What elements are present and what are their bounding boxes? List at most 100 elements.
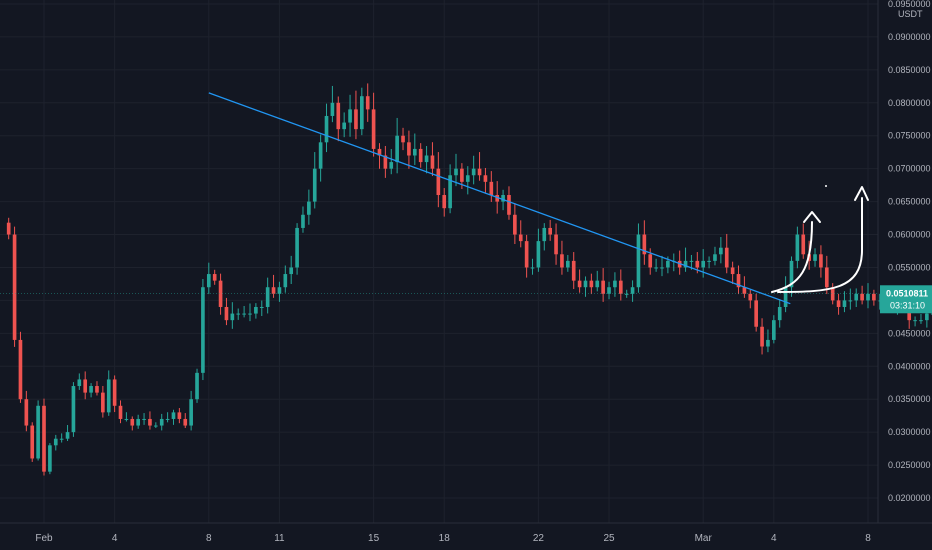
candle-body	[6, 222, 11, 235]
candle-body	[930, 313, 932, 315]
last-price-value: 0.0510811	[886, 288, 928, 298]
candle-body	[195, 372, 199, 400]
candle-body	[324, 115, 329, 143]
candle-body	[913, 320, 917, 322]
candle-body	[289, 267, 294, 275]
candle-body	[701, 260, 706, 268]
time-tick-label: 25	[603, 533, 615, 544]
candle-body	[265, 287, 270, 307]
candle-body	[360, 96, 364, 130]
candle-body	[277, 287, 282, 294]
candle-body	[618, 280, 623, 294]
candle-body	[842, 300, 847, 307]
candle-body	[613, 280, 617, 288]
price-tick-label: 0.0800000	[888, 98, 931, 108]
candle-body	[130, 418, 135, 426]
price-tick-label: 0.0450000	[888, 328, 931, 338]
candle-body	[424, 155, 429, 163]
candle-body	[165, 418, 170, 420]
candle-body	[636, 234, 641, 288]
candle-body	[471, 168, 476, 176]
candle-body	[242, 313, 246, 315]
candle-body	[819, 254, 823, 268]
candle-body	[342, 122, 346, 130]
candle-body	[577, 280, 582, 288]
candle-body	[689, 260, 694, 262]
candle-body	[530, 267, 535, 269]
candle-body	[866, 293, 870, 301]
candle-body	[248, 313, 252, 315]
candle-body	[106, 379, 111, 413]
candle-body	[648, 254, 653, 268]
candle-body	[430, 155, 435, 169]
candle-body	[271, 287, 276, 294]
candle-body	[189, 399, 193, 426]
candle-body	[624, 293, 629, 295]
candle-body	[925, 313, 929, 321]
candle-body	[595, 280, 600, 288]
candle-body	[59, 438, 64, 440]
candle-body	[354, 109, 358, 130]
candle-body	[383, 155, 388, 169]
candle-body	[218, 280, 223, 307]
countdown-timer: 03:31:10	[890, 300, 925, 310]
candle-body	[742, 287, 747, 294]
candle-body	[101, 392, 105, 413]
candle-body	[477, 168, 482, 176]
candle-body	[65, 432, 70, 439]
candle-body	[495, 195, 500, 202]
candle-body	[548, 227, 552, 235]
candle-body	[719, 247, 723, 255]
candle-body	[230, 313, 235, 321]
candle-body	[489, 181, 494, 196]
candle-body	[554, 234, 558, 255]
price-tick-label: 0.0750000	[888, 131, 931, 141]
candle-body	[148, 418, 152, 426]
candle-body	[436, 168, 441, 196]
candle-body	[707, 260, 711, 262]
price-tick-label: 0.0200000	[888, 493, 931, 503]
candle-body	[318, 142, 323, 169]
candle-body	[83, 379, 88, 393]
time-tick-label: 22	[533, 533, 545, 544]
candle-body	[877, 300, 882, 302]
candle-body	[501, 195, 505, 202]
candle-body	[18, 339, 23, 400]
candle-body	[201, 287, 205, 373]
candle-body	[136, 418, 140, 426]
grid-lines	[0, 0, 878, 523]
price-tick-label: 0.0350000	[888, 394, 931, 404]
candle-body	[542, 227, 547, 242]
candle-body	[118, 405, 123, 419]
candle-body	[601, 280, 605, 294]
arrow-up-right	[777, 197, 863, 293]
candle-body	[760, 326, 764, 347]
arrow-up-left-head	[803, 211, 821, 223]
candle-body	[206, 274, 211, 288]
candle-body	[460, 168, 464, 182]
candle-body	[454, 168, 458, 176]
time-tick-label: Mar	[695, 533, 713, 544]
candle-body	[171, 412, 176, 419]
candle-body	[48, 445, 52, 472]
candle-body	[53, 438, 58, 446]
candle-body	[371, 109, 376, 149]
candle-body	[183, 418, 188, 426]
candle-body	[560, 254, 564, 268]
time-tick-label: Feb	[35, 533, 53, 544]
candle-body	[860, 293, 864, 301]
candle-body	[418, 148, 423, 163]
candle-body	[848, 300, 853, 302]
trendline[interactable]	[208, 92, 791, 305]
candle-body	[212, 274, 217, 281]
candle-body	[736, 274, 741, 288]
candle-body	[295, 227, 299, 268]
candle-body	[283, 274, 288, 288]
candle-body	[524, 241, 529, 268]
candle-body	[36, 405, 40, 459]
time-axis[interactable]: Feb 4 8 11 15 18 22 25 Mar 4 8	[35, 533, 871, 544]
candle-body	[377, 148, 382, 156]
candle-body	[713, 254, 717, 261]
